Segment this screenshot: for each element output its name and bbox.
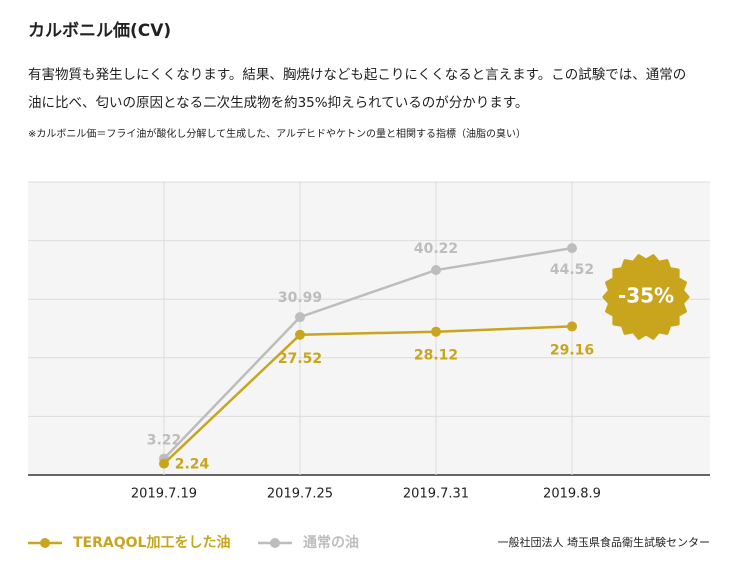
- badge-label: -35%: [618, 284, 674, 308]
- badge: [602, 254, 690, 340]
- value-label: 3.22: [147, 433, 182, 449]
- x-tick-label: 2019.7.31: [403, 487, 469, 502]
- legend-label: 通常の油: [303, 534, 359, 551]
- point: [431, 326, 441, 337]
- value-label: 44.52: [550, 262, 594, 278]
- description-line: 有害物質も発生しにくくなります。結果、胸焼けなども起こりにくくなると言えます。こ…: [28, 67, 686, 83]
- point: [567, 243, 577, 254]
- value-label: 40.22: [414, 241, 458, 257]
- value-label: 2.24: [175, 457, 210, 473]
- point: [295, 312, 305, 323]
- source: 一般社団法人 埼玉県食品衛生試験センター: [498, 535, 711, 549]
- description-line: 油に比べ、匂いの原因となる二次生成物を約35%抑えられているのが分かります。: [28, 95, 528, 111]
- value-label: 28.12: [414, 348, 458, 364]
- note: ※カルボニル価＝フライ油が酸化し分解して生成した、アルデヒドやケトンの量と相関す…: [28, 127, 526, 140]
- x-tick-label: 2019.8.9: [543, 487, 601, 502]
- point: [295, 329, 305, 340]
- title: カルボニル価(CV): [28, 20, 171, 41]
- value-label: 29.16: [550, 342, 594, 358]
- legend-dot: [270, 538, 280, 548]
- x-tick-label: 2019.7.19: [131, 487, 197, 502]
- point: [159, 458, 169, 469]
- series-line: [163, 325, 573, 465]
- x-tick-label: 2019.7.25: [267, 487, 333, 502]
- value-label: 30.99: [278, 290, 322, 306]
- series-line: [163, 246, 573, 460]
- plot-area: [28, 182, 710, 475]
- value-label: 27.52: [278, 351, 322, 367]
- legend-dot: [40, 538, 50, 548]
- point: [567, 321, 577, 332]
- point: [431, 265, 441, 276]
- legend-label: TERAQOL加工をした油: [73, 534, 230, 551]
